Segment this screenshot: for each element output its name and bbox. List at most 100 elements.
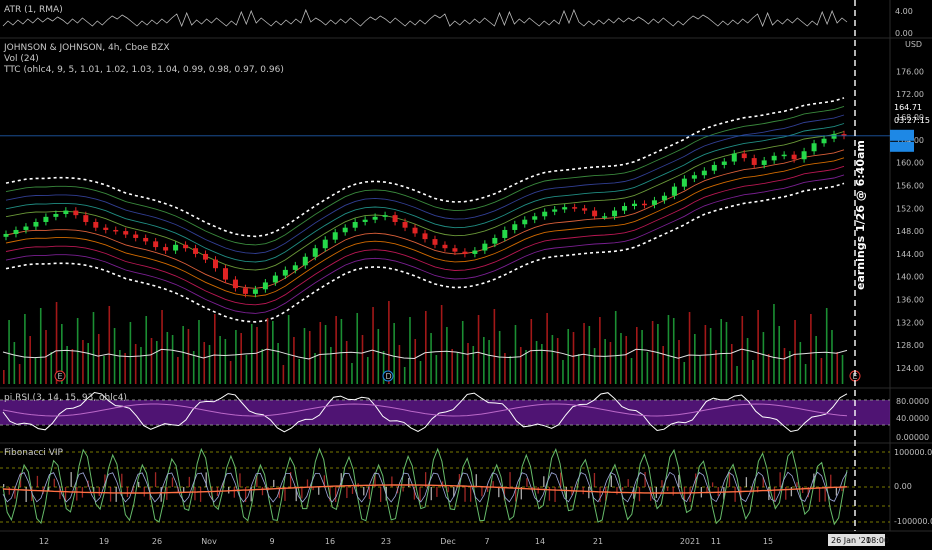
event-marker-label: D xyxy=(386,372,392,381)
volume-bar xyxy=(667,315,670,384)
volume-bar xyxy=(330,347,332,384)
volume-bar xyxy=(456,352,459,384)
volume-bar xyxy=(377,329,380,384)
candle-body xyxy=(133,234,139,238)
candle-body xyxy=(392,215,398,222)
price-tick: 152.00 xyxy=(896,204,924,213)
volume-bar xyxy=(13,342,16,384)
volume-bar xyxy=(551,335,554,384)
fib-histogram-bar xyxy=(59,487,61,500)
volume-bar xyxy=(609,342,612,384)
fib-histogram-bar xyxy=(678,474,680,487)
fib-histogram-bar xyxy=(132,487,134,493)
price-tick: 160.00 xyxy=(896,159,924,168)
fib-histogram-bar xyxy=(638,487,641,502)
volume-bar xyxy=(614,311,617,384)
volume-bar xyxy=(145,316,148,384)
candle-body xyxy=(13,229,19,234)
volume-bar xyxy=(208,345,211,384)
fib-histogram-bar xyxy=(48,487,50,491)
volume-bar xyxy=(303,328,306,384)
fib-histogram-bar xyxy=(334,487,337,502)
fib-histogram-bar xyxy=(430,487,432,501)
fib-histogram-bar xyxy=(813,473,815,487)
price-tick: 156.00 xyxy=(896,181,924,190)
rsi-tick: 80.0000 xyxy=(896,397,929,406)
ttc-band-line xyxy=(5,165,845,306)
fib-histogram-bar xyxy=(706,487,708,494)
fib-histogram-bar xyxy=(661,480,663,487)
volume-bar xyxy=(477,315,480,384)
candle-body xyxy=(193,248,199,254)
candle-body xyxy=(452,248,458,252)
symbol-label[interactable]: JOHNSON & JOHNSON, 4h, Cboe BZX xyxy=(3,43,170,53)
fib-histogram-bar xyxy=(374,472,376,487)
fib-histogram-bar xyxy=(672,487,674,496)
candle-body xyxy=(33,221,39,227)
fib-histogram-bar xyxy=(790,487,793,497)
fib-histogram-bar xyxy=(520,487,522,500)
fib-histogram-bar xyxy=(126,487,129,498)
currency-label: USD xyxy=(905,40,922,49)
volume-bar xyxy=(50,352,53,384)
candle-body xyxy=(173,244,179,251)
volume-bar xyxy=(235,330,237,384)
candle-body xyxy=(671,186,677,196)
atr-line xyxy=(2,8,848,28)
volume-bar xyxy=(177,357,179,384)
volume-bar xyxy=(662,346,664,384)
volume-bar xyxy=(810,314,812,384)
volume-bar xyxy=(203,342,206,384)
ttc-band-line xyxy=(5,149,845,289)
fib-histogram-bar xyxy=(453,487,455,497)
fib-label[interactable]: Fibonacci VIP xyxy=(4,448,64,458)
fib-histogram-bar xyxy=(621,487,624,491)
candle-body xyxy=(372,216,378,220)
candle-body xyxy=(352,221,358,228)
candle-body xyxy=(532,216,538,220)
volume-bar xyxy=(414,339,417,384)
candle-body xyxy=(462,251,468,254)
volume-bar xyxy=(799,342,802,384)
fib-histogram-bar xyxy=(599,487,601,502)
ttc-band-line xyxy=(5,123,845,263)
fib-histogram-bar xyxy=(160,487,162,502)
fib-histogram-bar xyxy=(194,487,196,501)
candle-body xyxy=(831,134,837,139)
volume-bar xyxy=(836,352,839,384)
rsi-label[interactable]: pi RSI (3, 14, 15, 93, ohlc4) xyxy=(4,393,127,403)
fib-histogram-bar xyxy=(515,487,517,502)
volume-bar xyxy=(562,360,564,384)
candle-body xyxy=(53,214,59,217)
volume-bar xyxy=(282,365,285,384)
volume-bar xyxy=(398,345,401,384)
fib-histogram-bar xyxy=(199,487,202,502)
fib-histogram-bar xyxy=(548,487,551,501)
candle-body xyxy=(63,210,69,214)
x-axis-tick: 26 xyxy=(152,537,162,546)
candle-body xyxy=(432,239,438,245)
event-marker-icon xyxy=(54,370,66,382)
volume-bar xyxy=(620,333,622,384)
candle-body xyxy=(412,227,418,234)
price-tick: 140.00 xyxy=(896,273,924,282)
candle-body xyxy=(512,224,518,230)
vol-label[interactable]: Vol (24) xyxy=(4,54,39,64)
fib-histogram-bar xyxy=(340,473,342,487)
volume-bar xyxy=(525,350,527,384)
volume-bar xyxy=(266,318,269,384)
ttc-label[interactable]: TTC (ohlc4, 9, 5, 1.01, 1.02, 1.03, 1.04… xyxy=(3,65,284,75)
volume-bar xyxy=(240,333,242,384)
x-axis-tick: 16 xyxy=(325,537,335,546)
volume-bar xyxy=(29,336,31,384)
x-axis-tick: 9 xyxy=(269,537,274,546)
candle-body xyxy=(582,208,588,211)
volume-bar xyxy=(356,313,359,384)
fib-histogram-bar xyxy=(475,474,477,487)
cursor-date: 26 Jan '21 xyxy=(831,536,871,545)
fib-histogram-bar xyxy=(368,487,371,500)
x-axis-tick: 14 xyxy=(535,537,545,546)
volume-bar xyxy=(198,320,200,384)
volume-bar xyxy=(409,317,411,384)
